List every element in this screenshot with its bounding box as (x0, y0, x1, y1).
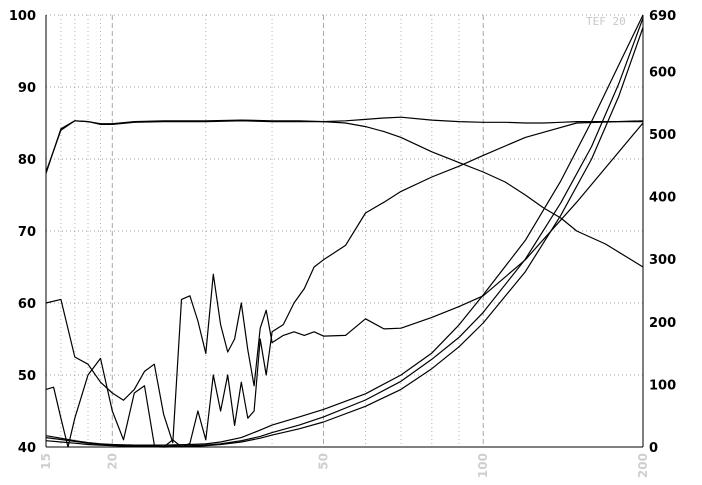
left-tick-label: 60 (18, 297, 36, 312)
series-line-2 (45, 119, 644, 268)
grid (45, 14, 644, 448)
x-tick-label: 50 (316, 453, 330, 470)
x-tick-label: 15 (39, 453, 53, 470)
left-tick-label: 80 (18, 153, 36, 168)
series-group (45, 14, 644, 448)
right-tick-label: 400 (649, 191, 676, 206)
left-tick-label: 50 (18, 369, 36, 384)
x-tick-label: 100 (476, 453, 490, 478)
series-line-7 (45, 14, 644, 446)
right-tick-label: 600 (649, 65, 676, 80)
x-tick-label: 20 (105, 453, 119, 470)
right-tick-label: 690 (649, 9, 676, 24)
series-line-6 (45, 27, 644, 448)
plot-area (46, 15, 643, 447)
left-axis-ticks: 40 50 60 70 80 90 100 (9, 9, 36, 456)
series-line-4 (45, 120, 644, 448)
series-line-3 (45, 122, 644, 444)
right-tick-label: 500 (649, 128, 676, 143)
left-tick-label: 100 (9, 9, 36, 24)
left-tick-label: 40 (18, 441, 36, 456)
right-tick-label: 0 (649, 441, 658, 456)
x-tick-label: 200 (636, 453, 650, 478)
watermark: TEF 20 (586, 15, 626, 28)
right-tick-label: 300 (649, 253, 676, 268)
series-line-1 (45, 116, 643, 173)
left-tick-label: 70 (18, 225, 36, 240)
right-tick-label: 200 (649, 316, 676, 331)
right-tick-label: 100 (649, 378, 676, 393)
x-axis-ticks: 15 20 50 100 200 (39, 453, 650, 478)
right-axis-ticks: 0 100 200 300 400 500 600 690 (649, 9, 676, 456)
left-tick-label: 90 (18, 81, 36, 96)
